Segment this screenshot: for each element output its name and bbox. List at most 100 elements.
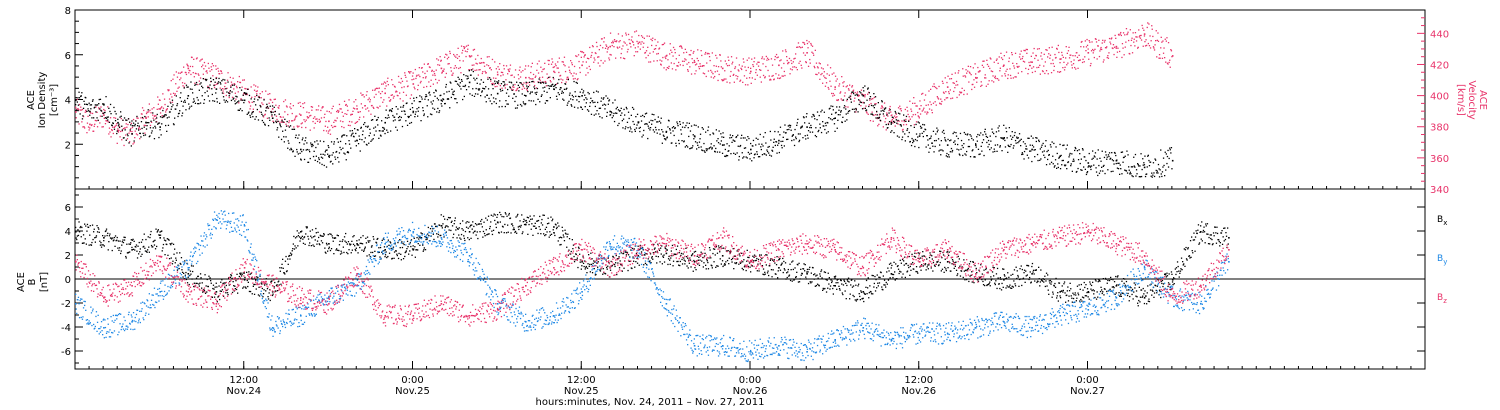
velocity-point [935,104,937,106]
density-point [959,154,961,156]
bx-point [123,236,125,238]
density-point [270,111,272,114]
bx-point [414,246,416,248]
density-anchor-point [862,95,865,97]
density-point [635,127,638,129]
density-point [928,151,930,153]
velocity-point [1149,47,1152,49]
density-point [303,158,306,161]
density-point [1111,152,1113,154]
velocity-point [323,116,325,119]
density-point [219,81,221,84]
density-point [593,114,595,116]
bx-point [138,253,140,255]
velocity-point [478,69,480,71]
velocity-point [194,82,196,84]
density-point [162,116,165,118]
velocity-point [913,124,915,126]
density-point [966,150,968,153]
bx-point [402,242,404,245]
density-point [289,149,291,151]
bx-point [538,226,540,228]
velocity-point [653,48,656,50]
density-point [977,133,979,136]
velocity-point [525,83,527,85]
density-point [492,97,495,99]
density-point [922,123,924,126]
density-point [95,104,98,106]
velocity-point [636,40,638,43]
velocity-point [658,47,661,49]
density-point [599,107,602,109]
density-point [242,94,244,96]
bx-point [529,215,531,217]
density-point [710,146,712,148]
velocity-point [410,94,413,96]
bx-point [220,281,222,283]
bx-point [82,234,85,236]
velocity-point [387,84,389,86]
density-point [212,79,215,81]
bx-point [435,225,437,228]
velocity-point [435,69,437,71]
bx-point [526,216,528,218]
velocity-point [901,120,903,122]
velocity-point [273,98,275,101]
density-point [926,135,928,137]
density-point [687,146,689,148]
density-point [879,113,881,115]
density-point [118,123,120,125]
velocity-point [514,69,517,71]
velocity-point [989,67,991,70]
velocity-point [203,61,206,64]
bx-point [211,296,213,298]
density-point [381,120,383,122]
density-point [411,102,413,105]
density-point [725,155,727,158]
density-point [562,92,564,94]
density-point [828,117,830,119]
velocity-point [256,93,258,95]
density-point [387,114,389,116]
velocity-point [585,74,587,76]
density-point [1071,170,1073,172]
density-point [161,116,163,119]
velocity-anchor-point [300,114,302,116]
bx-point [80,236,82,238]
density-point [416,108,418,110]
density-point [375,130,377,132]
density-point [858,99,860,101]
bx-point [394,243,396,245]
velocity-point [206,70,208,72]
velocity-point [933,85,936,88]
density-point [832,109,834,111]
velocity-point [882,107,884,109]
density-point [756,153,758,155]
velocity-point [415,75,418,77]
density-point [1098,164,1100,167]
density-anchor-point [1087,162,1090,164]
density-point [597,91,599,93]
density-point [972,149,974,151]
velocity-point [571,62,573,64]
density-point [1025,148,1027,150]
velocity-point [898,120,900,122]
velocity-point [652,51,654,53]
density-point [90,108,92,110]
velocity-point [941,100,943,103]
density-point [995,135,997,138]
velocity-point [678,54,680,56]
density-point [315,146,317,149]
velocity-point [985,85,987,87]
density-point [118,126,121,129]
density-point [127,135,129,137]
bx-point [407,246,409,248]
density-point [611,112,613,114]
bx-point [580,268,582,270]
density-point [617,124,619,127]
velocity-point [384,82,387,84]
bx-point [95,235,98,237]
bx-point [516,232,518,234]
velocity-point [1125,41,1127,43]
bx-point [390,247,392,250]
